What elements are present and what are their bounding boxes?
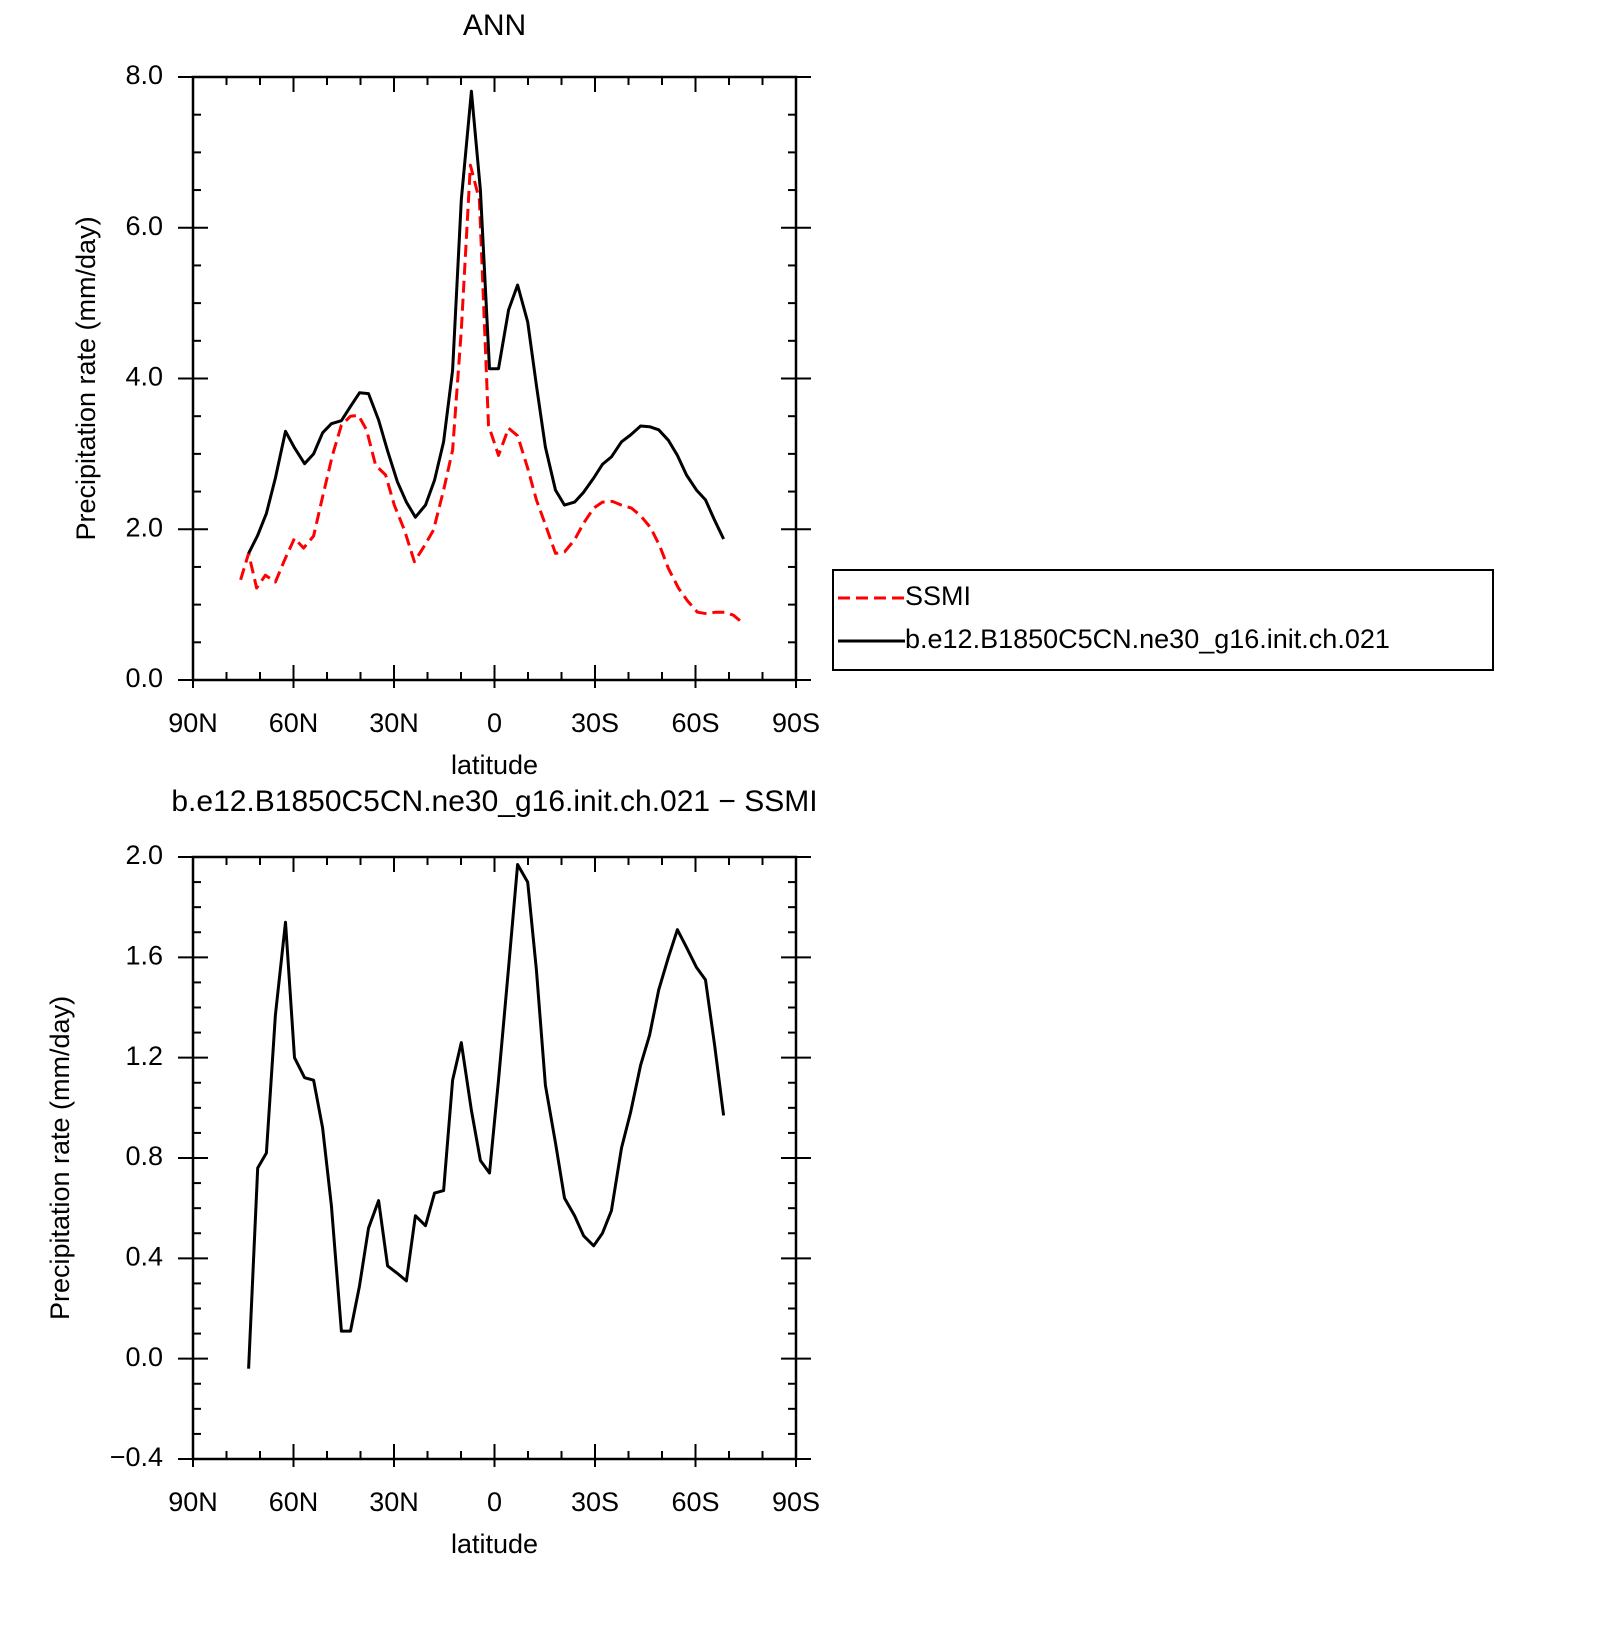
y-tick-label: 0.0: [125, 663, 163, 693]
y-axis-label: Precipitation rate (mm/day): [45, 996, 75, 1320]
x-tick-label: 60N: [269, 1487, 319, 1517]
x-axis-label: latitude: [451, 750, 538, 780]
legend-label: b.e12.B1850C5CN.ne30_g16.init.ch.021: [905, 624, 1390, 654]
x-tick-label: 60S: [671, 1487, 719, 1517]
legend-label: SSMI: [905, 581, 971, 611]
legend-box: [832, 569, 1494, 671]
x-tick-label: 90N: [168, 708, 218, 738]
data-line: [239, 163, 744, 624]
plot-frame: [191, 855, 798, 1461]
plot-frame: [191, 75, 798, 682]
x-tick-label: 90S: [772, 708, 820, 738]
data-line: [247, 89, 725, 555]
y-tick-label: 2.0: [125, 512, 163, 542]
y-axis-label: Precipitation rate (mm/day): [71, 216, 101, 540]
x-tick-label: 90N: [168, 1487, 218, 1517]
y-tick-label: 0.4: [125, 1241, 163, 1271]
y-tick-label: 1.6: [125, 940, 163, 970]
y-tick-label: 4.0: [125, 362, 163, 392]
x-tick-label: 0: [487, 708, 502, 738]
y-tick-label: 0.0: [125, 1342, 163, 1372]
x-tick-label: 30S: [571, 708, 619, 738]
x-tick-label: 90S: [772, 1487, 820, 1517]
x-tick-label: 60S: [671, 708, 719, 738]
chart-title: b.e12.B1850C5CN.ne30_g16.init.ch.021 − S…: [171, 785, 817, 818]
x-tick-label: 30N: [369, 1487, 419, 1517]
y-tick-label: 0.8: [125, 1141, 163, 1171]
y-tick-label: 1.2: [125, 1041, 163, 1071]
x-tick-label: 0: [487, 1487, 502, 1517]
y-tick-label: 6.0: [125, 211, 163, 241]
x-tick-label: 30N: [369, 708, 419, 738]
x-tick-label: 60N: [269, 708, 319, 738]
data-line: [247, 863, 726, 1369]
y-tick-label: −0.4: [110, 1442, 163, 1472]
x-tick-label: 30S: [571, 1487, 619, 1517]
y-tick-label: 2.0: [125, 840, 163, 870]
x-axis-label: latitude: [451, 1529, 538, 1559]
chart-title: ANN: [463, 9, 526, 42]
y-tick-label: 8.0: [125, 60, 163, 90]
